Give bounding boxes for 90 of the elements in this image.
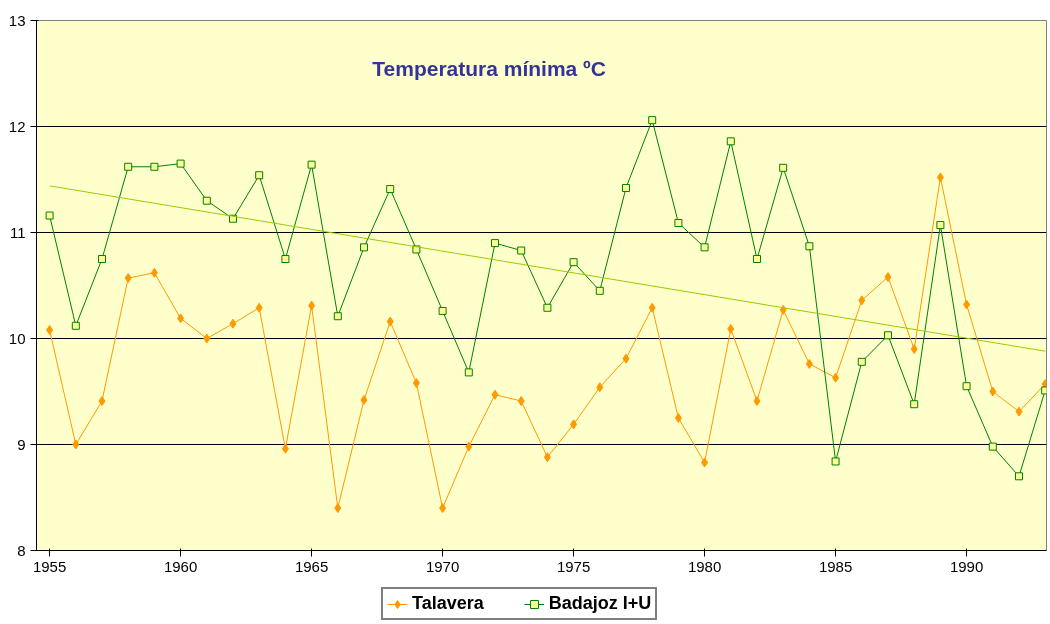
x-tick-label: 1970 — [425, 557, 460, 575]
point — [203, 333, 211, 344]
point — [857, 357, 866, 366]
point — [805, 242, 814, 251]
point — [98, 396, 106, 407]
point — [543, 452, 551, 463]
point — [281, 443, 289, 454]
point — [491, 389, 499, 400]
point — [569, 258, 578, 267]
point — [621, 183, 630, 192]
point — [333, 312, 342, 321]
point — [98, 255, 106, 263]
point — [963, 299, 971, 310]
point — [910, 400, 919, 409]
point — [910, 344, 918, 355]
x-tick-label: 1985 — [818, 557, 853, 575]
point — [832, 372, 840, 383]
legend-label: Badajoz I+U — [548, 593, 652, 614]
legend-label: Talavera — [412, 593, 484, 614]
point — [439, 503, 447, 514]
point — [570, 419, 578, 430]
point — [858, 295, 866, 306]
point — [753, 396, 761, 407]
point — [491, 239, 499, 248]
point — [176, 159, 185, 168]
point — [596, 382, 604, 393]
point — [727, 323, 735, 334]
point — [150, 267, 158, 278]
x-tick-label: 1990 — [949, 557, 984, 575]
point — [595, 286, 604, 295]
point — [700, 243, 709, 252]
point — [386, 316, 394, 327]
point — [360, 394, 368, 405]
y-tick-label: 8 — [17, 541, 26, 559]
point — [72, 439, 80, 450]
x-tick-label: 1975 — [556, 557, 591, 575]
text: Temperatura mínima ºC — [372, 56, 606, 80]
point — [177, 313, 185, 324]
point — [1015, 406, 1023, 417]
point — [726, 137, 735, 146]
point — [1014, 472, 1023, 481]
point — [648, 116, 657, 125]
point — [71, 321, 80, 330]
point — [255, 171, 264, 180]
point — [962, 382, 971, 391]
point — [465, 441, 473, 452]
point — [308, 300, 316, 311]
y-tick-label: 11 — [9, 223, 26, 241]
point — [936, 172, 944, 183]
x-tick-label: 1965 — [294, 557, 329, 575]
point — [124, 273, 132, 284]
point — [46, 325, 54, 336]
point — [805, 358, 813, 369]
point — [464, 368, 473, 377]
point — [988, 442, 997, 451]
point — [150, 162, 159, 171]
point — [202, 196, 211, 205]
point — [517, 396, 525, 407]
x-tick-label: 1955 — [32, 557, 67, 575]
point — [255, 302, 263, 313]
point — [831, 457, 840, 466]
point — [674, 413, 682, 423]
point — [307, 160, 316, 169]
point — [360, 243, 368, 252]
point — [45, 211, 54, 220]
point — [517, 246, 526, 255]
point — [281, 255, 290, 263]
point — [883, 331, 892, 340]
y-tick-label: 13 — [8, 11, 26, 29]
point — [412, 378, 420, 389]
point — [779, 163, 788, 172]
point — [936, 221, 945, 230]
point — [622, 353, 630, 364]
point — [438, 306, 447, 315]
x-tick-label: 1960 — [163, 557, 198, 575]
point — [124, 162, 133, 171]
x-tick-label: 1980 — [687, 557, 722, 575]
point — [648, 302, 656, 313]
y-tick-label: 12 — [8, 117, 26, 135]
point — [386, 185, 395, 194]
point — [752, 255, 761, 263]
point — [884, 272, 892, 283]
point — [989, 386, 997, 397]
point — [334, 503, 342, 514]
point — [674, 218, 683, 227]
point — [229, 318, 237, 329]
point — [701, 457, 709, 468]
point — [543, 303, 552, 312]
y-tick-label: 9 — [17, 435, 26, 453]
y-tick-label: 10 — [8, 329, 26, 347]
